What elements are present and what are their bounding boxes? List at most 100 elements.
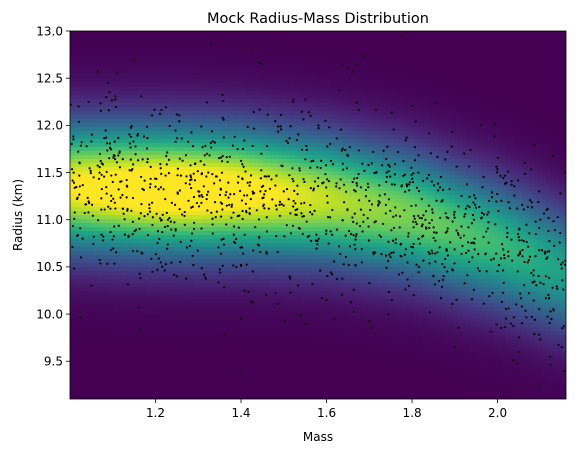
heatmap-cell bbox=[262, 159, 267, 164]
heatmap-cell bbox=[190, 211, 195, 216]
heatmap-cell bbox=[110, 243, 115, 248]
heatmap-cell bbox=[114, 247, 119, 252]
heatmap-cell bbox=[266, 55, 271, 60]
heatmap-cell bbox=[166, 371, 171, 376]
heatmap-cell bbox=[258, 147, 263, 152]
heatmap-cell bbox=[86, 287, 91, 292]
heatmap-cell bbox=[122, 167, 127, 172]
heatmap-cell bbox=[94, 303, 99, 308]
heatmap-cell bbox=[146, 243, 151, 248]
heatmap-cell bbox=[150, 395, 155, 399]
heatmap-cell bbox=[174, 295, 179, 300]
heatmap-cell bbox=[166, 123, 171, 128]
heatmap-cell bbox=[222, 283, 227, 288]
heatmap-cell bbox=[194, 75, 199, 80]
heatmap-cell bbox=[194, 227, 199, 232]
heatmap-cell bbox=[106, 231, 111, 236]
heatmap-cell bbox=[106, 343, 111, 348]
heatmap-cell bbox=[178, 223, 183, 228]
heatmap-cell bbox=[202, 327, 207, 332]
heatmap-cell bbox=[142, 363, 147, 368]
heatmap-cell bbox=[146, 103, 151, 108]
heatmap-cell bbox=[86, 327, 91, 332]
heatmap-cell bbox=[162, 79, 167, 84]
heatmap-cell bbox=[74, 35, 79, 40]
heatmap-cell bbox=[170, 251, 175, 256]
heatmap-cell bbox=[86, 279, 91, 284]
heatmap-cell bbox=[210, 55, 215, 60]
heatmap-cell bbox=[166, 175, 171, 180]
heatmap-cell bbox=[270, 35, 275, 40]
heatmap-cell bbox=[102, 59, 107, 64]
heatmap-cell bbox=[106, 307, 111, 312]
heatmap-cell bbox=[238, 383, 243, 388]
heatmap-cell bbox=[278, 55, 283, 60]
heatmap-cell bbox=[122, 367, 127, 372]
heatmap-cell bbox=[118, 87, 123, 92]
heatmap-cell bbox=[226, 43, 231, 48]
heatmap-cell bbox=[154, 95, 159, 100]
heatmap-cell bbox=[158, 95, 163, 100]
heatmap-cell bbox=[178, 91, 183, 96]
heatmap-cell bbox=[82, 131, 87, 136]
heatmap-cell bbox=[98, 355, 103, 360]
heatmap-cell bbox=[178, 111, 183, 116]
heatmap-cell bbox=[274, 155, 279, 160]
heatmap-cell bbox=[170, 67, 175, 72]
heatmap-cell bbox=[222, 107, 227, 112]
heatmap-cell bbox=[102, 31, 107, 36]
heatmap-cell bbox=[126, 271, 131, 276]
heatmap-cell bbox=[174, 235, 179, 240]
heatmap-cell bbox=[198, 371, 203, 376]
heatmap-cell bbox=[254, 163, 259, 168]
heatmap-cell bbox=[98, 311, 103, 316]
heatmap-cell bbox=[118, 323, 123, 328]
heatmap-cell bbox=[138, 163, 143, 168]
heatmap-cell bbox=[238, 111, 243, 116]
heatmap-cell bbox=[86, 119, 91, 124]
heatmap-cell bbox=[282, 159, 287, 164]
heatmap-cell bbox=[202, 43, 207, 48]
heatmap-cell bbox=[238, 287, 243, 292]
heatmap-cell bbox=[78, 351, 83, 356]
heatmap-cell bbox=[214, 47, 219, 52]
heatmap-cell bbox=[178, 75, 183, 80]
heatmap-cell bbox=[154, 151, 159, 156]
heatmap-cell bbox=[130, 43, 135, 48]
heatmap-cell bbox=[126, 363, 131, 368]
heatmap-cell bbox=[266, 111, 271, 116]
heatmap-cell bbox=[170, 255, 175, 260]
heatmap-cell bbox=[250, 291, 255, 296]
heatmap-cell bbox=[226, 87, 231, 92]
heatmap-cell bbox=[134, 375, 139, 380]
heatmap-cell bbox=[98, 163, 103, 168]
heatmap-cell bbox=[190, 223, 195, 228]
heatmap-cell bbox=[190, 191, 195, 196]
heatmap-cell bbox=[254, 99, 259, 104]
heatmap-cell bbox=[146, 115, 151, 120]
heatmap-cell bbox=[278, 43, 283, 48]
heatmap-cell bbox=[114, 291, 119, 296]
heatmap-cell bbox=[158, 251, 163, 256]
heatmap-cell bbox=[202, 203, 207, 208]
heatmap-cell bbox=[202, 67, 207, 72]
heatmap-cell bbox=[198, 71, 203, 76]
heatmap-cell bbox=[218, 35, 223, 40]
heatmap-cell bbox=[170, 291, 175, 296]
heatmap-cell bbox=[214, 251, 219, 256]
heatmap-cell bbox=[190, 327, 195, 332]
heatmap-cell bbox=[86, 43, 91, 48]
heatmap-cell bbox=[70, 183, 75, 188]
heatmap-cell bbox=[142, 171, 147, 176]
heatmap-cell bbox=[114, 199, 119, 204]
heatmap-cell bbox=[142, 59, 147, 64]
heatmap-cell bbox=[102, 195, 107, 200]
heatmap-cell bbox=[130, 327, 135, 332]
heatmap-cell bbox=[178, 159, 183, 164]
heatmap-cell bbox=[162, 283, 167, 288]
heatmap-cell bbox=[166, 131, 171, 136]
heatmap-cell bbox=[174, 151, 179, 156]
heatmap-cell bbox=[206, 311, 211, 316]
heatmap-cell bbox=[150, 47, 155, 52]
heatmap-cell bbox=[166, 247, 171, 252]
